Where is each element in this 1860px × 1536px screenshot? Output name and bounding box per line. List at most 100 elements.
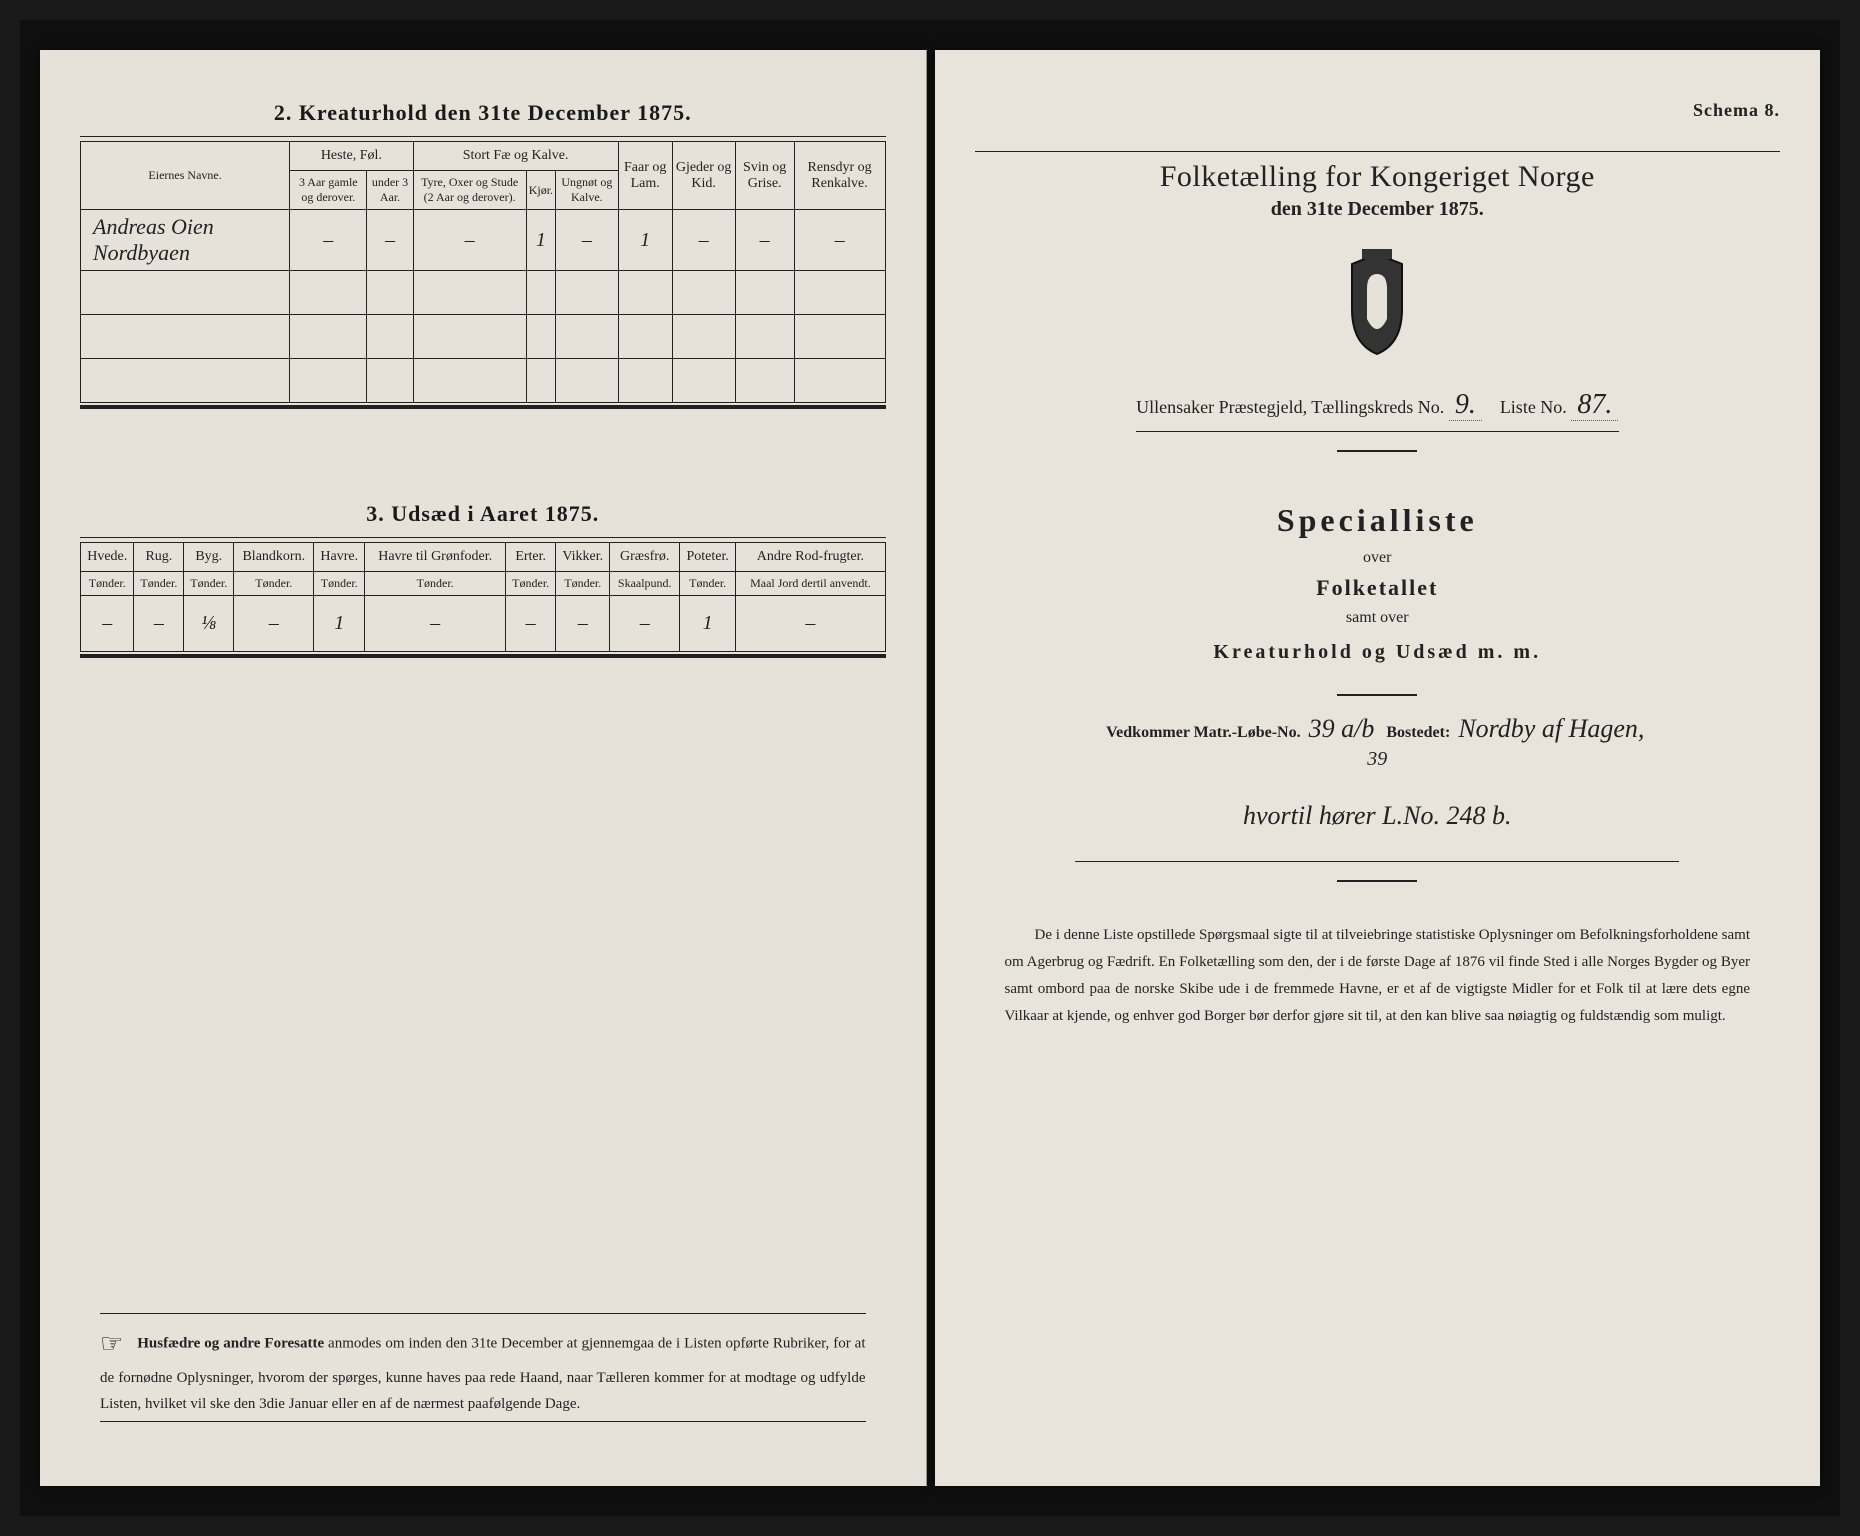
- sub-fae-c: Ungnøt og Kalve.: [556, 171, 619, 210]
- table-row: [81, 271, 886, 315]
- cell: ‒: [506, 596, 556, 652]
- cell: ‒: [736, 596, 885, 652]
- footer-note: ☞ Husfædre og andre Foresatte anmodes om…: [100, 1322, 866, 1417]
- over-label: over: [975, 549, 1781, 567]
- cell: 1: [314, 596, 365, 652]
- rule: [1075, 861, 1679, 862]
- kreatur-label: Kreaturhold og Udsæd m. m.: [975, 641, 1781, 664]
- grp-heste: Heste, Føl.: [290, 142, 413, 171]
- matr-no-2: 39: [1363, 748, 1391, 770]
- col: Hvede.: [81, 543, 134, 572]
- rule: [1136, 431, 1619, 432]
- cell: ‒: [610, 596, 680, 652]
- unit: Maal Jord dertil anvendt.: [736, 572, 885, 596]
- rule: [80, 136, 886, 137]
- folketallet-label: Folketallet: [975, 575, 1781, 601]
- table-row: [81, 315, 886, 359]
- district-line: Ullensaker Præstegjeld, Tællingskreds No…: [975, 389, 1781, 421]
- pointing-hand-icon: ☞: [100, 1322, 123, 1366]
- table-row: ‒ ‒ ⅛ ‒ 1 ‒ ‒ ‒ ‒ 1 ‒: [81, 596, 886, 652]
- left-page: 2. Kreaturhold den 31te December 1875. E…: [40, 50, 927, 1486]
- census-title: Folketælling for Kongeriget Norge: [975, 160, 1781, 194]
- specialliste-heading: Specialliste: [975, 502, 1781, 539]
- rule: [80, 654, 886, 658]
- col: Poteter.: [680, 543, 736, 572]
- cell: ‒: [556, 210, 619, 271]
- col: Erter.: [506, 543, 556, 572]
- unit: Tønder.: [556, 572, 610, 596]
- liste-no: 87.: [1571, 389, 1618, 421]
- rule: [975, 151, 1781, 152]
- cell: ‒: [367, 210, 413, 271]
- col: Byg.: [184, 543, 234, 572]
- grp-fae: Stort Fæ og Kalve.: [413, 142, 618, 171]
- cell: ‒: [290, 210, 367, 271]
- unit: Skaalpund.: [610, 572, 680, 596]
- footer-block: ☞ Husfædre og andre Foresatte anmodes om…: [100, 1309, 866, 1426]
- livestock-table: Eiernes Navne. Heste, Føl. Stort Fæ og K…: [80, 141, 886, 403]
- unit: Tønder.: [184, 572, 234, 596]
- unit: Tønder.: [234, 572, 314, 596]
- rule: [1337, 880, 1417, 882]
- rule: [100, 1313, 866, 1314]
- sub-heste-a: 3 Aar gamle og derover.: [290, 171, 367, 210]
- cell: ‒: [134, 596, 184, 652]
- cell: 1: [526, 210, 555, 271]
- table-row: [81, 359, 886, 403]
- matr-line: Vedkommer Matr.-Løbe-No. 39 a/b Bostedet…: [975, 714, 1781, 744]
- section3-title: 3. Udsæd i Aaret 1875.: [80, 501, 886, 527]
- rule: [1337, 694, 1417, 696]
- right-page: Schema 8. Folketælling for Kongeriget No…: [935, 50, 1821, 1486]
- cell: ‒: [735, 210, 794, 271]
- sub-fae-b: Kjør.: [526, 171, 555, 210]
- sub-fae-a: Tyre, Oxer og Stude (2 Aar og derover).: [413, 171, 526, 210]
- sub-heste-b: under 3 Aar.: [367, 171, 413, 210]
- col: Andre Rod-frugter.: [736, 543, 885, 572]
- col: Blandkorn.: [234, 543, 314, 572]
- hand-text: hvortil hører L.No. 248 b.: [1239, 801, 1515, 830]
- rule: [100, 1421, 866, 1422]
- liste-prefix: Liste No.: [1500, 397, 1567, 417]
- cell: ‒: [672, 210, 735, 271]
- cell: 1: [618, 210, 672, 271]
- cell: 1: [680, 596, 736, 652]
- body-paragraph: De i denne Liste opstillede Spørgsmaal s…: [975, 922, 1781, 1030]
- cell: ‒: [234, 596, 314, 652]
- owner-name: Andreas Oien Nordbyaen: [81, 210, 290, 271]
- grp-ren: Rensdyr og Renkalve.: [794, 142, 885, 210]
- col: Havre til Grønfoder.: [365, 543, 506, 572]
- samt-over-label: samt over: [975, 609, 1781, 627]
- body-text: De i denne Liste opstillede Spørgsmaal s…: [1005, 922, 1751, 1030]
- cell: ‒: [81, 596, 134, 652]
- bosted-val: Nordby af Hagen,: [1454, 714, 1648, 743]
- rule: [80, 537, 886, 538]
- section2-title: 2. Kreaturhold den 31te December 1875.: [80, 100, 886, 126]
- district-prefix: Ullensaker Præstegjeld, Tællingskreds No…: [1136, 397, 1444, 417]
- col: Vikker.: [556, 543, 610, 572]
- unit: Tønder.: [365, 572, 506, 596]
- hand-line-2: 39: [975, 748, 1781, 771]
- col: Havre.: [314, 543, 365, 572]
- cell: ‒: [556, 596, 610, 652]
- unit: Tønder.: [680, 572, 736, 596]
- footer-lead: Husfædre og andre Foresatte: [137, 1335, 324, 1351]
- grp-faar: Faar og Lam.: [618, 142, 672, 210]
- schema-label: Schema 8.: [975, 100, 1781, 121]
- grp-gjed: Gjeder og Kid.: [672, 142, 735, 210]
- col: Græsfrø.: [610, 543, 680, 572]
- unit: Tønder.: [506, 572, 556, 596]
- cell: ⅛: [184, 596, 234, 652]
- district-no: 9.: [1449, 389, 1482, 421]
- matr-no: 39 a/b: [1305, 714, 1379, 743]
- unit: Tønder.: [134, 572, 184, 596]
- cell: ‒: [413, 210, 526, 271]
- table-row: Andreas Oien Nordbyaen ‒ ‒ ‒ 1 ‒ 1 ‒ ‒ ‒: [81, 210, 886, 271]
- seed-table: Hvede. Rug. Byg. Blandkorn. Havre. Havre…: [80, 542, 886, 652]
- cell: ‒: [365, 596, 506, 652]
- grp-svin: Svin og Grise.: [735, 142, 794, 210]
- rule: [80, 405, 886, 409]
- coat-of-arms-icon: [1332, 249, 1422, 359]
- matr-prefix: Vedkommer Matr.-Løbe-No.: [1106, 724, 1301, 741]
- census-date: den 31te December 1875.: [975, 198, 1781, 221]
- unit: Tønder.: [81, 572, 134, 596]
